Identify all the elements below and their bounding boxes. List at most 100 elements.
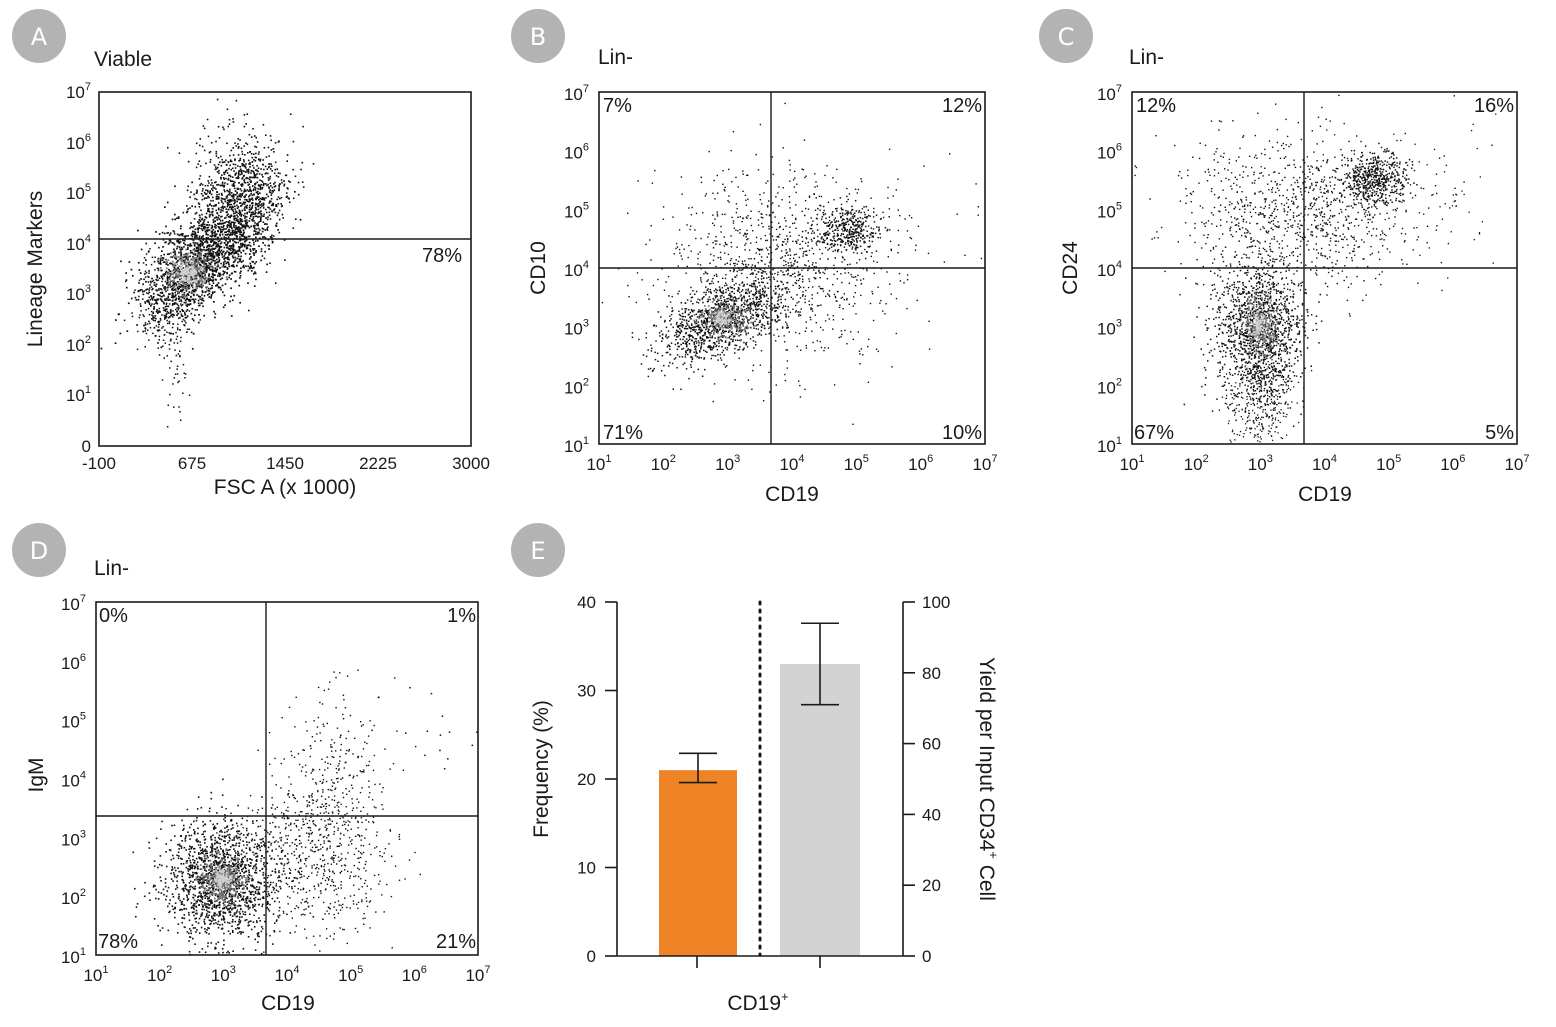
event-dot xyxy=(229,154,231,157)
event-dot xyxy=(236,187,239,190)
event-dot xyxy=(718,286,721,288)
event-dot xyxy=(157,326,160,328)
event-dot xyxy=(727,287,730,289)
event-dot xyxy=(207,184,209,187)
event-dot xyxy=(249,198,252,201)
event-dot xyxy=(131,315,134,318)
event-dot xyxy=(678,331,680,333)
event-dot xyxy=(239,202,242,204)
event-dot xyxy=(244,245,246,248)
event-dot xyxy=(227,179,230,181)
event-dot xyxy=(172,282,175,285)
event-dot xyxy=(254,227,256,229)
event-dot xyxy=(223,242,226,244)
event-dot xyxy=(177,272,179,275)
event-dot xyxy=(169,293,171,295)
event-dot xyxy=(162,257,165,260)
event-dot xyxy=(659,335,661,337)
event-dot xyxy=(706,318,709,320)
event-dot xyxy=(165,287,167,289)
event-dot xyxy=(213,217,216,219)
event-dot xyxy=(700,344,703,346)
event-dot xyxy=(734,276,736,278)
event-dot xyxy=(159,259,162,261)
event-dot xyxy=(675,242,678,245)
event-dot xyxy=(753,258,756,260)
event-dot xyxy=(156,267,159,270)
event-dot xyxy=(191,290,193,293)
event-dot xyxy=(214,264,216,266)
event-dot xyxy=(222,222,225,224)
event-dot xyxy=(206,245,209,247)
event-dot xyxy=(748,295,750,297)
event-dot xyxy=(157,342,159,344)
event-dot xyxy=(208,210,210,212)
event-dot xyxy=(266,223,268,226)
event-dot xyxy=(725,301,727,303)
event-dot xyxy=(680,255,682,257)
event-dot xyxy=(771,319,774,321)
event-dot xyxy=(267,177,270,179)
event-dot xyxy=(210,142,213,144)
event-dot xyxy=(228,276,230,279)
event-dot xyxy=(696,333,699,335)
event-dot xyxy=(714,240,716,242)
event-dot xyxy=(693,309,695,311)
event-dot xyxy=(177,328,179,331)
event-dot xyxy=(754,304,757,307)
event-dot xyxy=(229,222,232,225)
event-dot xyxy=(693,293,696,295)
event-dot xyxy=(228,206,231,209)
event-dot xyxy=(889,283,891,285)
event-dot xyxy=(140,310,142,312)
event-dot xyxy=(203,271,206,273)
event-dot xyxy=(231,272,233,275)
event-dot xyxy=(232,248,235,251)
event-dot xyxy=(215,152,218,155)
event-dot xyxy=(852,338,854,340)
event-dot xyxy=(225,257,228,259)
event-dot xyxy=(221,265,223,268)
event-dot xyxy=(721,330,724,333)
event-dot xyxy=(166,426,169,428)
event-dot xyxy=(148,320,150,323)
event-dot xyxy=(251,267,254,270)
event-dot xyxy=(226,258,229,260)
event-dot xyxy=(257,153,260,155)
event-dot xyxy=(201,267,204,269)
event-dot xyxy=(208,224,211,226)
event-dot xyxy=(233,240,236,243)
event-dot xyxy=(717,323,719,325)
event-dot xyxy=(169,286,172,288)
event-dot xyxy=(179,329,181,331)
event-dot xyxy=(691,358,694,360)
event-dot xyxy=(627,212,629,214)
event-dot xyxy=(174,267,176,270)
event-dot xyxy=(784,373,786,376)
event-dot xyxy=(211,265,213,268)
event-dot xyxy=(243,208,246,210)
event-dot xyxy=(815,242,817,244)
event-dot xyxy=(125,280,127,283)
event-dot xyxy=(215,270,217,273)
event-dot xyxy=(206,289,208,292)
event-dot xyxy=(722,290,724,292)
event-dot xyxy=(179,260,181,262)
event-dot xyxy=(749,310,751,312)
event-dot xyxy=(762,315,764,318)
event-dot xyxy=(166,283,168,285)
event-dot xyxy=(807,269,809,272)
event-dot xyxy=(692,336,694,339)
event-dot xyxy=(760,297,762,299)
event-dot xyxy=(249,151,251,153)
event-dot xyxy=(164,271,167,274)
event-dot xyxy=(797,274,799,277)
event-dot xyxy=(223,161,226,163)
event-dot xyxy=(752,321,754,324)
event-dot xyxy=(218,214,220,217)
event-dot xyxy=(220,223,222,225)
event-dot xyxy=(201,284,204,287)
event-dot xyxy=(280,196,283,199)
event-dot xyxy=(237,229,240,231)
event-dot xyxy=(846,343,848,345)
